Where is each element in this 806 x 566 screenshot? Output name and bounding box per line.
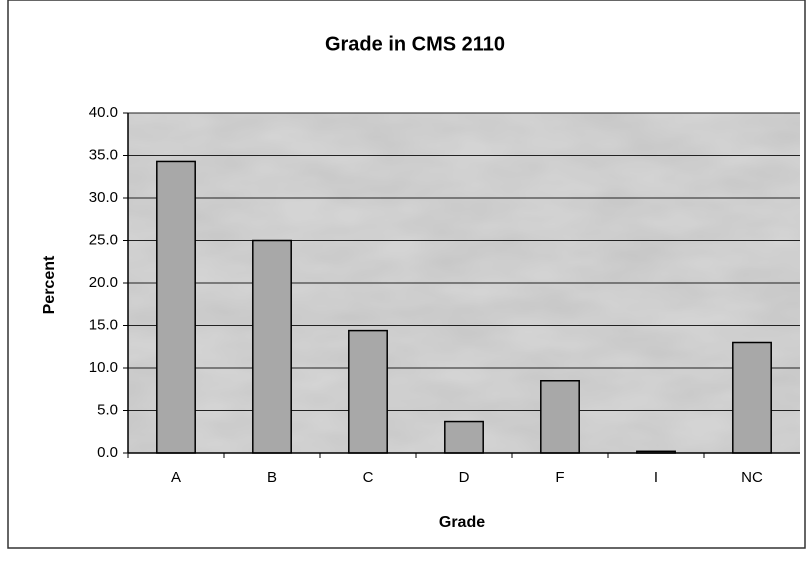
y-tick-label: 10.0 (89, 359, 118, 376)
y-tick-label: 35.0 (89, 146, 118, 163)
chart-title: Grade in CMS 2110 (325, 33, 505, 55)
x-tick-label: C (363, 469, 374, 486)
x-tick-label: F (555, 469, 564, 486)
x-tick-label: I (654, 469, 658, 486)
x-tick-label: NC (741, 469, 763, 486)
bar (540, 380, 580, 454)
x-tick-label: B (267, 469, 277, 486)
x-tick-label: D (459, 469, 470, 486)
y-tick-label: 40.0 (89, 104, 118, 121)
bar (732, 341, 772, 454)
bar (444, 420, 484, 454)
bar (156, 160, 196, 454)
y-axis-title: Percent (41, 255, 58, 314)
y-tick-label: 25.0 (89, 231, 118, 248)
y-tick-label: 15.0 (89, 316, 118, 333)
x-tick-label: A (171, 469, 181, 486)
bar (348, 329, 388, 454)
y-tick-label: 0.0 (97, 444, 118, 461)
y-tick-label: 20.0 (89, 274, 118, 291)
bar (252, 239, 292, 454)
y-tick-label: 30.0 (89, 189, 118, 206)
y-tick-label: 5.0 (97, 401, 118, 418)
x-axis-title: Grade (439, 514, 485, 531)
